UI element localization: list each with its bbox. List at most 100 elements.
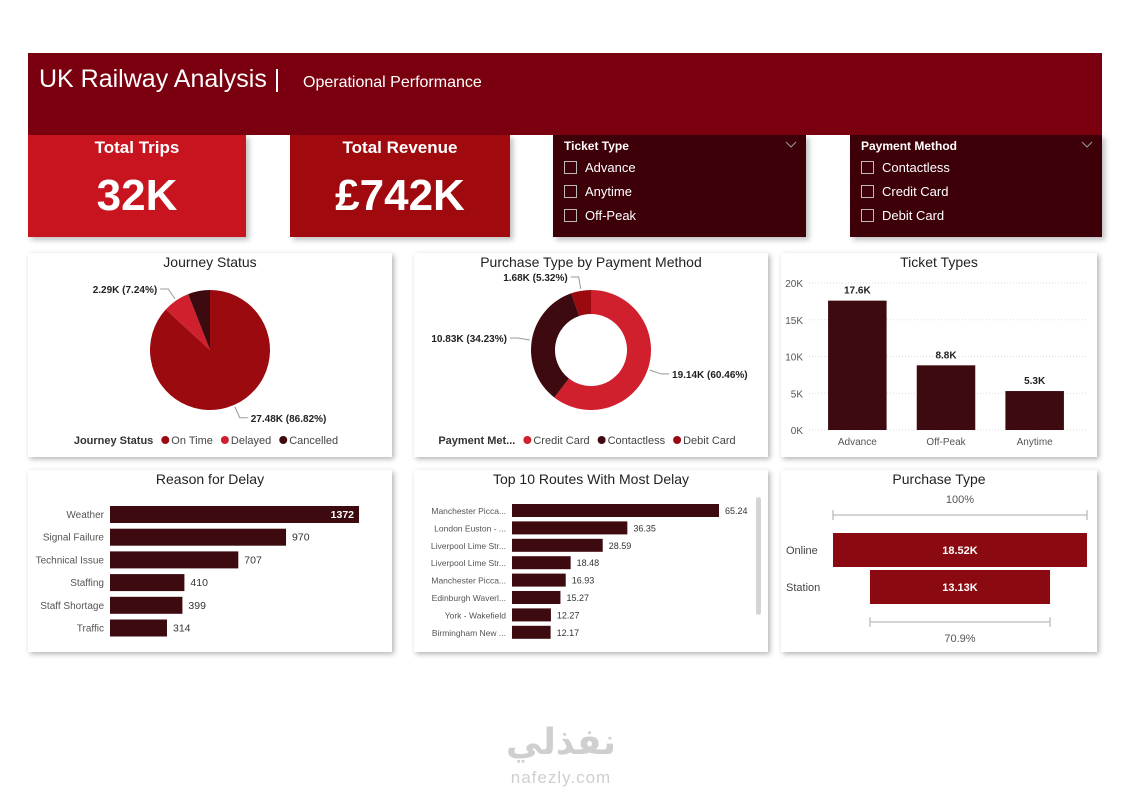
scrollbar[interactable]: [756, 497, 761, 615]
data-label: 1372: [331, 509, 355, 521]
funnel-bar: [833, 533, 1087, 567]
y-tick-label: 10K: [785, 353, 803, 364]
bar: [512, 556, 571, 570]
data-label: 8.8K: [935, 350, 957, 361]
bar: [512, 538, 603, 552]
bar: [512, 591, 561, 604]
slice: [531, 293, 580, 398]
subtitle: Operational Performance: [303, 74, 482, 91]
slicer-title: Ticket Type: [564, 139, 629, 153]
data-label: 13.13K: [942, 582, 978, 594]
data-label: 707: [244, 554, 262, 566]
x-tick-label: Advance: [838, 437, 877, 448]
data-label: 12.17: [557, 628, 580, 638]
y-tick-label: 20K: [785, 279, 803, 290]
slicer-option[interactable]: Contactless: [861, 160, 950, 175]
bar: [512, 608, 551, 622]
chart-title: Ticket Types: [900, 254, 978, 270]
category-label: Manchester Picca...: [431, 576, 506, 586]
legend-label: Contactless: [608, 435, 666, 447]
category-label: Birmingham New ...: [432, 628, 506, 638]
data-label: 314: [173, 623, 191, 635]
option-label: Contactless: [882, 160, 950, 175]
legend-swatch: [220, 436, 229, 444]
bar: [512, 573, 566, 587]
dropdown-chevron[interactable]: [1081, 141, 1093, 149]
legend-label: On Time: [171, 435, 213, 447]
category-label: York - Wakefield: [445, 610, 507, 620]
data-label: 17.6K: [844, 286, 871, 297]
leader-line: [570, 276, 582, 289]
dropdown-chevron[interactable]: [785, 141, 797, 149]
slicer[interactable]: Payment Method Contactless Credit Card D…: [850, 135, 1102, 237]
option-label: Debit Card: [882, 208, 945, 223]
legend-label: Credit Card: [533, 435, 589, 447]
data-label: 18.48: [577, 558, 600, 568]
chart-title: Purchase Type by Payment Method: [480, 254, 702, 270]
chart-panel: Top 10 Routes With Most Delay Manchester …: [414, 470, 768, 652]
legend: Payment Met... Credit Card Contactless Debi…: [438, 435, 735, 447]
data-label: 18.52K: [942, 545, 978, 557]
legend-label: Delayed: [231, 435, 271, 447]
chart-panel: Purchase Type by Payment Method 19.14K (6…: [414, 253, 768, 457]
slicer-title: Payment Method: [861, 139, 958, 153]
option-label: Off-Peak: [585, 208, 637, 223]
leader-line: [649, 369, 670, 375]
slice: [554, 290, 651, 410]
data-label: 410: [190, 577, 208, 589]
data-label: 5.3K: [1024, 376, 1046, 387]
slicer[interactable]: Ticket Type Advance Anytime Off-Peak: [553, 135, 806, 237]
data-label: 65.24: [725, 506, 748, 516]
category-label: Online: [786, 545, 818, 557]
bar: [110, 574, 185, 592]
chart-title: Reason for Delay: [156, 471, 264, 487]
leader-line: [234, 406, 248, 419]
kpi-label: Total Trips: [94, 138, 180, 157]
slice: [571, 290, 591, 316]
bar: [110, 528, 287, 546]
bar: [110, 619, 167, 637]
data-label: 10.83K (34.23%): [431, 334, 507, 345]
funnel-top-label: 100%: [946, 494, 974, 506]
watermark-logo: نفذلي: [505, 722, 617, 763]
data-label: 15.27: [566, 593, 589, 603]
funnel-bar: [869, 570, 1051, 604]
chart-title: Top 10 Routes With Most Delay: [493, 471, 689, 487]
kpi-value: 32K: [96, 171, 178, 220]
bar: [828, 300, 887, 430]
chart-panel: Reason for Delay Weather 1372 Signal Failur…: [28, 470, 392, 652]
x-tick-label: Off-Peak: [926, 437, 966, 448]
category-label: London Euston - ...: [434, 523, 506, 533]
legend-swatch: [597, 436, 606, 444]
data-label: 27.48K (86.82%): [251, 414, 327, 425]
slicer-option[interactable]: Credit Card: [861, 184, 948, 199]
bar: [512, 521, 628, 535]
bar: [512, 504, 719, 517]
bar: [110, 596, 183, 614]
slicer-option[interactable]: Debit Card: [861, 208, 944, 223]
slicer-option[interactable]: Off-Peak: [564, 208, 636, 223]
bar: [512, 625, 551, 639]
x-tick-label: Anytime: [1017, 437, 1054, 448]
data-label: 12.27: [557, 610, 580, 620]
option-label: Advance: [585, 160, 636, 175]
category-label: Liverpool Lime Str...: [431, 558, 506, 568]
kpi-card: Total Revenue £742K: [290, 135, 510, 237]
header: UK Railway Analysis | Operational Perfor…: [28, 53, 1102, 135]
category-label: Manchester Picca...: [431, 506, 506, 516]
bar: [1005, 391, 1064, 430]
category-label: Technical Issue: [36, 555, 105, 566]
category-label: Signal Failure: [43, 533, 105, 544]
data-label: 19.14K (60.46%): [672, 370, 748, 381]
data-label: 399: [188, 600, 206, 612]
chart-panel: Journey Status 27.48K (86.82%) 2.29K (7.24…: [28, 253, 392, 457]
watermark-url: nafezly.com: [510, 768, 612, 787]
data-label: 970: [292, 532, 310, 544]
leader-line: [509, 337, 530, 341]
chart-title: Journey Status: [163, 254, 256, 270]
category-label: Staffing: [70, 578, 104, 589]
slicer-option[interactable]: Anytime: [564, 184, 632, 199]
slicer-option[interactable]: Advance: [564, 160, 636, 175]
kpi-label: Total Revenue: [342, 138, 458, 157]
